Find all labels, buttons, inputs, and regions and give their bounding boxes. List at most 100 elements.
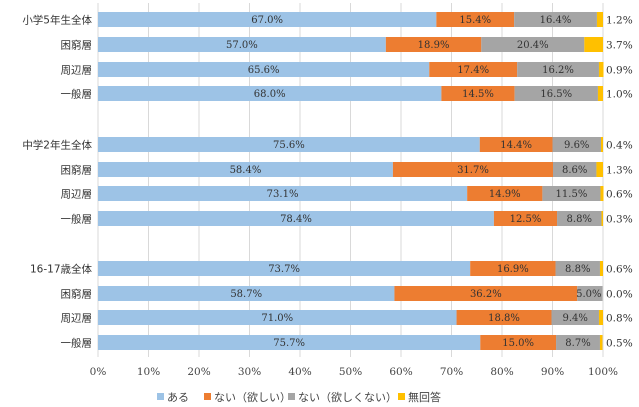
bar-segment [470, 261, 556, 276]
legend-item: ある [157, 391, 189, 404]
bar-segment [584, 37, 603, 52]
data-label: 67.0% [251, 15, 283, 26]
data-label: 8.7% [565, 338, 590, 349]
data-label: 14.9% [489, 189, 521, 200]
data-label: 0.4% [606, 140, 633, 152]
bar-segment [601, 211, 603, 226]
category-label: 困窮層 [61, 288, 93, 301]
category-labels: 小学5年生全体困窮層周辺層一般層中学2年生全体困窮層周辺層一般層16-17歳全体… [22, 14, 92, 350]
category-label: 困窮層 [61, 164, 93, 177]
bar-segment [480, 335, 557, 350]
data-label: 9.4% [563, 313, 588, 324]
data-label: 57.0% [226, 40, 258, 51]
bar-segment [429, 62, 518, 77]
bar-segment [596, 162, 603, 177]
data-label: 0.5% [606, 338, 633, 350]
bar-segment [481, 37, 585, 52]
bar-segment [98, 86, 442, 101]
bar-row: 68.0% 14.5% 16.5% 1.0% [98, 86, 633, 101]
data-label: 0.3% [606, 214, 633, 226]
bar-segment [98, 286, 395, 301]
bar-segment [598, 310, 603, 325]
legend-item: 無回答 [398, 390, 441, 404]
bar-segment [542, 186, 601, 201]
legend-label: 無回答 [408, 390, 441, 404]
x-axis-ticks: 0% 10% 20% 30% 40% 50% 60% 70% 80% 90% 100% [90, 366, 618, 378]
data-label: 14.4% [500, 140, 532, 151]
data-label: 11.5% [556, 189, 588, 200]
tick-label: 40% [288, 366, 311, 378]
data-label: 20.4% [517, 40, 549, 51]
bar-segment [493, 211, 558, 226]
data-label: 75.6% [273, 140, 305, 151]
bar-row: 58.4% 31.7% 8.6% 1.3% [98, 162, 633, 177]
bar-segment [600, 186, 604, 201]
data-label: 73.7% [268, 264, 300, 275]
bar-row: 67.0% 15.4% 16.4% 1.2% [98, 12, 633, 27]
tick-label: 70% [440, 366, 463, 378]
category-label: 小学5年生全体 [22, 14, 92, 27]
bar-row: 73.7% 16.9% 8.8% 0.6% [98, 261, 633, 276]
data-label: 0.6% [606, 264, 633, 276]
tick-label: 50% [339, 366, 362, 378]
bar-segment [555, 261, 600, 276]
data-label: 16.5% [540, 89, 572, 100]
data-label: 58.4% [230, 165, 262, 176]
bar-row: 57.0% 18.9% 20.4% 3.7% [98, 37, 633, 52]
data-label: 16.2% [542, 65, 574, 76]
bars: 67.0% 15.4% 16.4% 1.2% 57.0% 18.9% 20.4% 3.7% 65… [98, 12, 633, 350]
bar-row: 75.6% 14.4% 9.6% 0.4% [98, 137, 633, 152]
bar-segment [441, 86, 515, 101]
data-label: 65.6% [248, 65, 280, 76]
tick-label: 0% [90, 366, 107, 378]
category-label: 周辺層 [61, 65, 93, 77]
bar-row: 75.7% 15.0% 8.7% 0.5% [98, 335, 633, 350]
data-label: 8.8% [567, 214, 592, 225]
legend-label: ある [167, 391, 189, 404]
data-label: 8.8% [565, 264, 590, 275]
bar-segment [98, 162, 393, 177]
bar-row: 73.1% 14.9% 11.5% 0.6% [98, 186, 633, 201]
data-label: 12.5% [510, 214, 542, 225]
bar-segment [597, 86, 603, 101]
legend-label: ない（欲しい） [214, 390, 291, 404]
data-label: 1.0% [606, 89, 633, 101]
data-label: 15.0% [502, 338, 534, 349]
tick-label: 80% [490, 366, 513, 378]
bar-segment [392, 162, 554, 177]
data-label: 71.0% [261, 313, 293, 324]
bar-segment [98, 12, 437, 27]
data-label: 36.2% [470, 289, 502, 300]
legend: ある ない（欲しい） ない（欲しくない） 無回答 [157, 390, 441, 404]
category-label: 困窮層 [61, 39, 93, 52]
data-label: 8.6% [562, 165, 587, 176]
tick-label: 90% [541, 366, 564, 378]
category-label: 一般層 [61, 88, 93, 101]
category-label: 16-17歳全体 [30, 263, 93, 276]
bar-segment [436, 12, 515, 27]
data-label: 3.7% [606, 40, 633, 52]
gridlines [97, 3, 604, 357]
bar-segment [551, 310, 599, 325]
category-label: 中学2年生全体 [22, 139, 92, 152]
data-label: 31.7% [457, 165, 489, 176]
tick-label: 30% [238, 366, 261, 378]
bar-segment [98, 211, 494, 226]
data-label: 68.0% [254, 89, 286, 100]
bar-segment [98, 310, 457, 325]
data-label: 14.5% [462, 89, 494, 100]
tick-label: 60% [389, 366, 412, 378]
category-label: 周辺層 [61, 313, 93, 325]
bar-segment [598, 62, 604, 77]
category-label: 一般層 [61, 337, 93, 350]
data-label: 1.2% [606, 15, 633, 27]
bar-row: 71.0% 18.8% 9.4% 0.8% [98, 310, 633, 325]
data-label: 0.6% [606, 189, 633, 201]
bar-segment [98, 62, 430, 77]
legend-swatch [288, 393, 295, 400]
data-label: 0.0% [606, 289, 633, 301]
data-label: 5.0% [576, 289, 601, 300]
legend-swatch [204, 393, 211, 400]
data-label: 18.9% [418, 40, 450, 51]
tick-label: 100% [588, 366, 618, 378]
